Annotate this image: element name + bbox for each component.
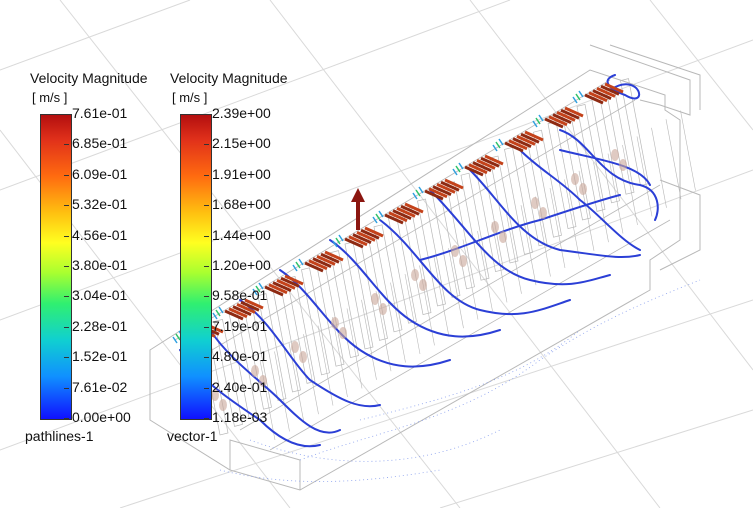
- vector-1: [172, 82, 627, 411]
- pathlines-1: [179, 74, 659, 448]
- faint-pathlines: [219, 279, 701, 482]
- large-vector-arrow: [351, 188, 365, 230]
